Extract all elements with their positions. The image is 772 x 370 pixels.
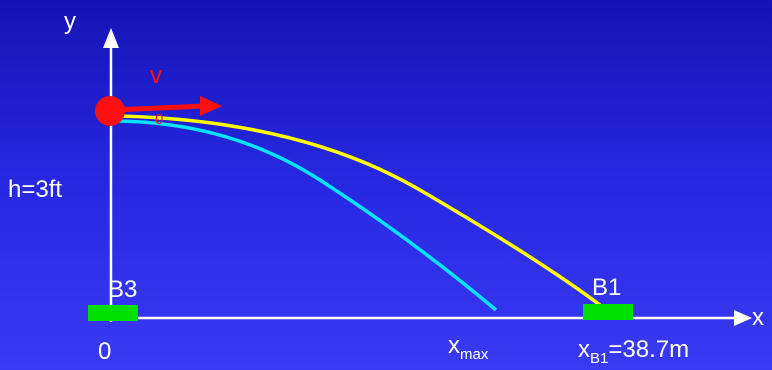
base-b3-label: B3 [108, 276, 138, 303]
base-b1-marker [583, 304, 633, 320]
x-axis-arrowhead [734, 310, 752, 326]
xmax-label: xmax [448, 332, 489, 363]
xb1-label: xB1=38.7m [578, 336, 690, 367]
ball [95, 96, 125, 126]
y-axis-arrowhead [103, 28, 119, 48]
velocity-arrow [111, 103, 206, 113]
velocity-label: v [150, 64, 162, 88]
trajectory-long [115, 114, 602, 307]
x-axis-label: x [752, 304, 764, 331]
xb1-main: x [578, 336, 590, 363]
xb1-subscript: B1 [590, 350, 609, 367]
xmax-subscript: max [460, 346, 489, 363]
xmax-main: x [448, 332, 460, 359]
height-label: h=3ft [8, 176, 63, 203]
y-axis-label: y [64, 8, 76, 35]
xb1-value: =38.7m [608, 336, 690, 363]
velocity-arrowhead [200, 96, 222, 116]
origin-label: 0 [98, 338, 112, 365]
base-b1-label: B1 [592, 274, 622, 301]
trajectory-short [115, 119, 498, 312]
base-b3-marker [88, 305, 138, 321]
velocity-main: v [150, 62, 162, 89]
velocity-subscript: 0 [155, 111, 164, 128]
